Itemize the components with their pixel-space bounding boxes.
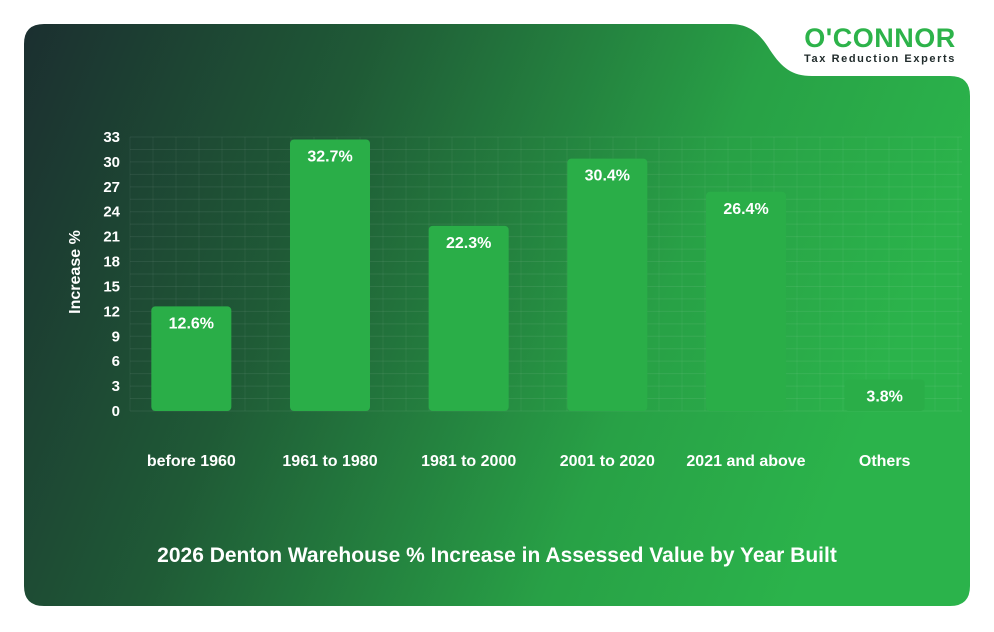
chart-title: 2026 Denton Warehouse % Increase in Asse…: [157, 544, 837, 567]
y-tick-label: 0: [112, 403, 120, 420]
x-category-label: 2021 and above: [686, 453, 805, 470]
bar: [567, 158, 648, 411]
bar-value-label: 3.8%: [866, 388, 902, 405]
bar-value-label: 26.4%: [723, 201, 768, 218]
brand-logo: O'CONNOR Tax Reduction Experts: [804, 23, 956, 65]
x-category-label: before 1960: [147, 453, 236, 470]
bar-series: [151, 139, 925, 411]
x-category-label: 2001 to 2020: [560, 453, 655, 470]
bar: [706, 191, 786, 411]
y-tick-label: 3: [112, 378, 120, 395]
y-tick-label: 6: [112, 353, 120, 370]
y-tick-label: 21: [103, 229, 120, 246]
data-labels: 12.6% 32.7% 22.3% 30.4% 26.4% 3.8%: [169, 148, 903, 405]
bar-value-label: 32.7%: [307, 148, 352, 165]
brand-tagline: Tax Reduction Experts: [804, 53, 956, 65]
y-tick-label: 12: [103, 303, 120, 320]
y-tick-label: 27: [103, 179, 120, 196]
chart-grid: [129, 136, 962, 412]
y-tick-label: 15: [103, 278, 120, 295]
bar-value-label: 22.3%: [446, 235, 491, 252]
bar: [151, 306, 232, 411]
bar-value-label: 12.6%: [169, 315, 214, 332]
brand-name: O'CONNOR: [804, 23, 955, 53]
x-category-label: Others: [859, 453, 911, 470]
x-axis-categories: before 1960 1961 to 1980 1981 to 2000 2001 …: [147, 453, 911, 470]
y-tick-label: 9: [112, 328, 120, 345]
y-tick-label: 18: [103, 254, 120, 271]
y-axis-ticks: 0 3 6 9 12 15 18 21 24 27 30 33: [103, 129, 120, 420]
bar: [844, 379, 925, 411]
bar: [290, 139, 370, 411]
y-tick-label: 33: [103, 129, 120, 146]
x-category-label: 1961 to 1980: [282, 453, 377, 470]
y-tick-label: 30: [103, 154, 120, 171]
y-tick-label: 24: [103, 204, 120, 221]
bar: [428, 225, 509, 411]
y-axis-label: Increase %: [67, 230, 84, 314]
bar-value-label: 30.4%: [585, 168, 630, 185]
x-category-label: 1981 to 2000: [421, 453, 516, 470]
